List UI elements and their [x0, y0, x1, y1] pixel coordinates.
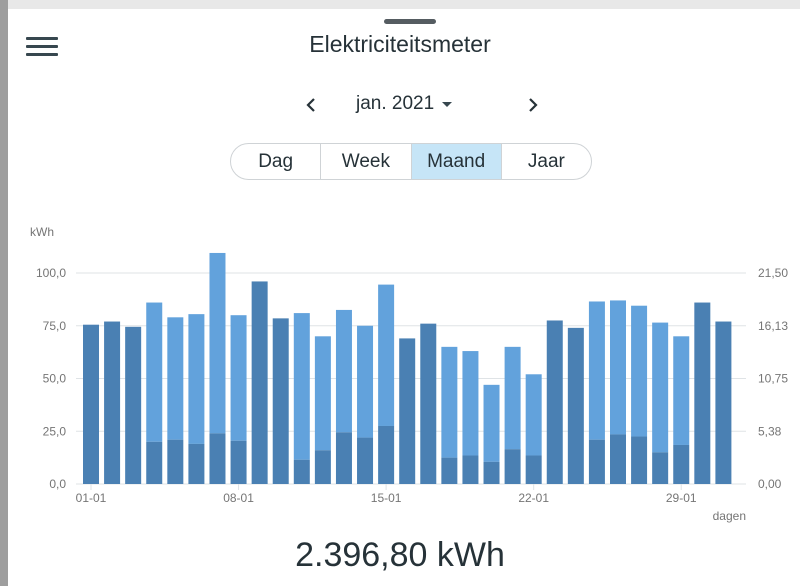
bar-segment-lower — [631, 436, 648, 484]
y2-tick-label: 10,75 — [758, 372, 788, 386]
x-axis-label: dagen — [713, 509, 746, 523]
y-tick-label: 75,0 — [43, 319, 67, 333]
bar-segment-upper — [167, 317, 184, 440]
bar-segment-lower — [83, 324, 99, 484]
total-consumption: 2.396,80 kWh — [295, 536, 505, 574]
bar-segment-lower — [251, 281, 268, 484]
bar-segment-upper — [504, 346, 521, 450]
x-tick-label: 29-01 — [666, 491, 697, 505]
bar-segment-lower — [188, 443, 205, 484]
x-tick-label: 08-01 — [223, 491, 254, 505]
bar-segment-lower — [335, 432, 352, 484]
bar-segment-lower — [546, 320, 563, 484]
bar-segment-upper — [673, 336, 690, 445]
x-tick-label: 22-01 — [518, 491, 549, 505]
y-tick-label: 0,0 — [49, 477, 66, 491]
status-bar-area — [8, 0, 800, 9]
bar-segment-upper — [230, 315, 247, 441]
window-edge — [0, 0, 8, 586]
bar-segment-lower — [125, 326, 142, 484]
bar-segment-lower — [462, 455, 479, 484]
bar-segment-upper — [652, 322, 669, 453]
y2-tick-label: 0,00 — [758, 477, 782, 491]
bar-segment-lower — [167, 439, 184, 484]
previous-period-button[interactable] — [299, 91, 323, 119]
bar-segment-lower — [357, 437, 374, 484]
bar-segment-lower — [104, 321, 121, 484]
bar-segment-upper — [357, 325, 374, 438]
bar-segment-lower — [420, 323, 437, 484]
y2-tick-label: 5,38 — [758, 424, 782, 438]
y2-tick-label: 21,50 — [758, 266, 788, 280]
bar-segment-upper — [378, 284, 395, 426]
bar-segment-lower — [378, 425, 395, 484]
bar-segment-upper — [188, 314, 205, 444]
x-tick-label: 01-01 — [76, 491, 107, 505]
bar-segment-upper — [525, 374, 542, 456]
next-period-button[interactable] — [521, 91, 545, 119]
menu-button[interactable] — [26, 34, 60, 58]
bar-segment-lower — [272, 318, 289, 484]
bar-segment-lower — [209, 433, 226, 484]
tab-maand[interactable]: Maand — [411, 144, 502, 179]
caret-down-icon — [442, 101, 453, 107]
bar-segment-upper — [209, 252, 226, 434]
bar-segment-lower — [483, 461, 500, 484]
y-tick-label: 50,0 — [43, 372, 67, 386]
bar-segment-lower — [230, 440, 247, 484]
bar-segment-lower — [610, 434, 626, 484]
bar-segment-lower — [399, 338, 416, 484]
chevron-left-icon — [306, 98, 315, 112]
y-tick-label: 100,0 — [36, 266, 66, 280]
period-selector[interactable]: jan. 2021 — [356, 93, 453, 115]
period-label: jan. 2021 — [356, 93, 435, 114]
tab-week[interactable]: Week — [321, 144, 412, 179]
bar-segment-lower — [146, 441, 163, 484]
bar-segment-upper — [588, 301, 605, 440]
chevron-right-icon — [529, 98, 538, 112]
bar-segment-lower — [588, 439, 605, 484]
tab-dag[interactable]: Dag — [231, 144, 322, 179]
bar-segment-upper — [483, 384, 500, 462]
page-title: Elektriciteitsmeter — [309, 31, 491, 57]
bar-segment-lower — [525, 455, 542, 484]
tab-jaar[interactable]: Jaar — [527, 150, 565, 172]
bar-segment-upper — [441, 346, 458, 458]
bar-segment-lower — [441, 457, 458, 484]
bar-segment-lower — [293, 459, 310, 484]
bar-segment-lower — [504, 449, 521, 484]
granularity-segmented-control: Dag Week Maand Jaar — [230, 143, 592, 180]
bar-segment-lower — [314, 450, 331, 484]
bar-segment-upper — [314, 336, 331, 451]
y-axis-label: kWh — [30, 225, 54, 239]
bar-segment-upper — [631, 305, 648, 437]
y-tick-label: 25,0 — [43, 424, 67, 438]
bar-segment-lower — [694, 302, 711, 484]
y2-tick-label: 16,13 — [758, 319, 788, 333]
bar-segment-upper — [293, 313, 310, 460]
bar-segment-upper — [335, 309, 352, 433]
drag-handle[interactable] — [384, 19, 436, 24]
bar-segment-lower — [652, 452, 669, 484]
bar-segment-lower — [673, 444, 690, 484]
bar-segment-lower — [715, 321, 732, 484]
bar-segment-upper — [146, 302, 163, 442]
bar-segment-upper — [610, 300, 626, 435]
bar-segment-upper — [462, 351, 479, 456]
bar-segment-lower — [567, 327, 584, 484]
x-tick-label: 15-01 — [371, 491, 402, 505]
